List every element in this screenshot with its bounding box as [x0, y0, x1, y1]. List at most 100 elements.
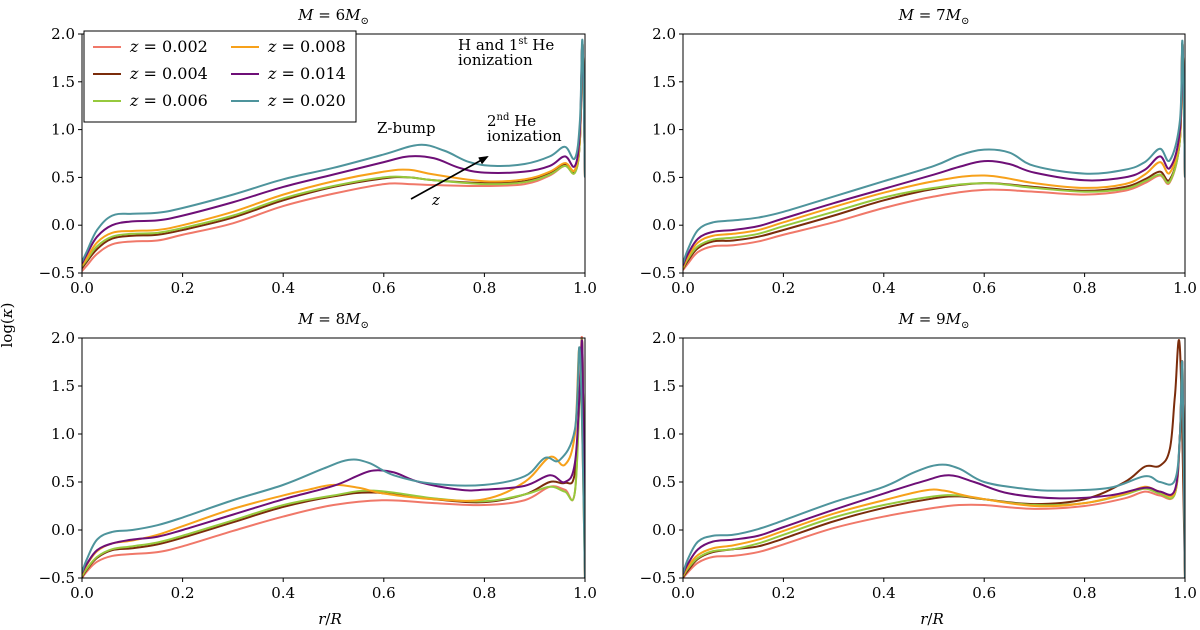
y-tick-label: −0.5	[39, 569, 75, 587]
x-tick-label: 0.8	[472, 279, 496, 297]
x-axis-label-slash: /	[325, 610, 331, 628]
x-tick-label: 0.8	[472, 584, 496, 602]
x-tick-label: 0.6	[372, 279, 396, 297]
y-tick-label: 1.5	[652, 73, 676, 91]
panel-1: 0.0 0.2 0.4 0.6 0.8 1.0−0.50.00.51.01.52.0M =…	[39, 6, 597, 297]
y-axis-label: log(κ)	[0, 303, 16, 348]
panel-title: M = 8M⊙	[297, 310, 369, 331]
series-line-z-0-006	[82, 338, 585, 579]
series-line-z-0-004	[683, 42, 1185, 270]
annotation-2nd-he-sup: nd	[497, 112, 510, 123]
x-tick-label: 0.2	[171, 584, 195, 602]
y-tick-label: 2.0	[652, 329, 676, 347]
series-group	[82, 38, 585, 272]
x-tick-label: 0.6	[972, 584, 996, 602]
series-line-z-0-008	[82, 42, 585, 266]
annotation-2nd-he: 2nd He	[487, 112, 536, 130]
y-axis-label-log: log(	[0, 318, 16, 347]
panel-frame	[682, 337, 1186, 579]
x-tick-label: 0.0	[671, 279, 695, 297]
panel-3: 0.0 0.2 0.4 0.6 0.8 1.0−0.50.00.51.01.52.0M =…	[39, 310, 597, 602]
series-line-z-0-020	[82, 38, 585, 262]
x-axis-label-left: r/R	[318, 610, 342, 628]
series-line-z-0-006	[683, 42, 1185, 269]
x-tick-label: 0.6	[372, 584, 396, 602]
annotation-arrow-z-text: z	[431, 191, 440, 209]
annotation-2nd-he-text: He	[509, 112, 536, 130]
y-tick-label: 0.5	[51, 168, 75, 186]
panel-title: M = 6M⊙	[297, 6, 369, 27]
y-tick-label: −0.5	[39, 264, 75, 282]
x-tick-label: 1.0	[1173, 584, 1197, 602]
series-line-z-0-006	[82, 42, 585, 267]
y-tick-label: 0.0	[652, 521, 676, 539]
series-line-z-0-008	[683, 42, 1185, 268]
annotation-h-he-ionization-line2: ionization	[458, 51, 533, 69]
x-tick-label: 0.4	[271, 584, 295, 602]
series-line-z-0-020	[683, 360, 1185, 579]
y-tick-label: 1.5	[652, 377, 676, 395]
series-line-z-0-014	[683, 42, 1185, 266]
legend: z = 0.002 z = 0.004 z = 0.006 z = 0.008 z = …	[83, 30, 357, 123]
legend-label: z = 0.014	[267, 64, 346, 83]
y-tick-label: 1.0	[51, 121, 75, 139]
y-tick-label: 1.5	[51, 73, 75, 91]
x-tick-label: 0.8	[1073, 584, 1097, 602]
x-tick-label: 0.8	[1073, 279, 1097, 297]
y-tick-label: 0.0	[51, 216, 75, 234]
legend-label: z = 0.004	[129, 64, 208, 83]
x-axis-label-R: R	[329, 610, 341, 628]
x-tick-label: 0.0	[70, 584, 94, 602]
legend-label: z = 0.020	[267, 91, 346, 110]
series-line-z-0-004	[683, 339, 1185, 579]
panels: 0.0 0.2 0.4 0.6 0.8 1.0−0.50.00.51.01.52.0M =…	[39, 6, 1197, 602]
x-tick-label: 1.0	[1173, 279, 1197, 297]
series-line-z-0-014	[82, 42, 585, 264]
x-tick-label: 0.4	[872, 584, 896, 602]
panel-4: 0.0 0.2 0.4 0.6 0.8 1.0−0.50.00.51.01.52.0M =…	[640, 310, 1197, 602]
panel-2: 0.0 0.2 0.4 0.6 0.8 1.0−0.50.00.51.01.52.0M =…	[640, 6, 1197, 297]
y-axis-label-kappa: κ	[0, 308, 16, 319]
y-tick-label: 0.0	[652, 216, 676, 234]
y-tick-label: 0.5	[652, 168, 676, 186]
y-tick-label: 0.5	[652, 473, 676, 491]
annotation-zbump: Z-bump	[377, 119, 436, 137]
y-tick-label: 2.0	[51, 329, 75, 347]
y-tick-label: 1.5	[51, 377, 75, 395]
y-tick-label: −0.5	[640, 569, 676, 587]
annotation-arrow-z: z	[431, 191, 440, 209]
x-axis-label-right: r/R	[920, 610, 944, 628]
y-tick-label: −0.5	[640, 264, 676, 282]
y-tick-label: 0.5	[51, 473, 75, 491]
x-tick-label: 0.4	[271, 279, 295, 297]
x-tick-label: 0.2	[771, 279, 795, 297]
series-group	[683, 339, 1185, 579]
annotation-2nd-he-line2: ionization	[487, 127, 562, 145]
panel-title: M = 9M⊙	[898, 310, 970, 331]
y-tick-label: 2.0	[51, 25, 75, 43]
annotations: H and 1st He ionization Z-bump 2nd He io…	[377, 36, 562, 209]
x-axis-label-r: r	[318, 610, 326, 628]
legend-label: z = 0.008	[267, 37, 346, 56]
y-axis-label-close: )	[0, 303, 16, 309]
y-tick-label: 0.0	[51, 521, 75, 539]
y-tick-label: 1.0	[51, 425, 75, 443]
annotation-h-he-ionization: H and 1st He	[458, 36, 554, 54]
x-tick-label: 0.2	[771, 584, 795, 602]
y-tick-label: 1.0	[652, 425, 676, 443]
y-tick-label: 1.0	[652, 121, 676, 139]
x-tick-label: 1.0	[573, 279, 597, 297]
x-tick-label: 1.0	[573, 584, 597, 602]
annotation-h-he-text: H and 1	[458, 36, 518, 54]
series-line-z-0-020	[82, 346, 585, 579]
annotation-h-he-sup: st	[518, 36, 527, 47]
panel-frame	[81, 337, 586, 579]
annotation-2nd-he-num: 2	[487, 112, 497, 130]
metallicity-arrow	[410, 156, 489, 200]
x-tick-label: 0.4	[872, 279, 896, 297]
legend-frame	[83, 30, 357, 123]
x-tick-label: 0.0	[671, 584, 695, 602]
panel-frame	[682, 33, 1186, 274]
annotation-h-he-text-b: He	[528, 36, 555, 54]
